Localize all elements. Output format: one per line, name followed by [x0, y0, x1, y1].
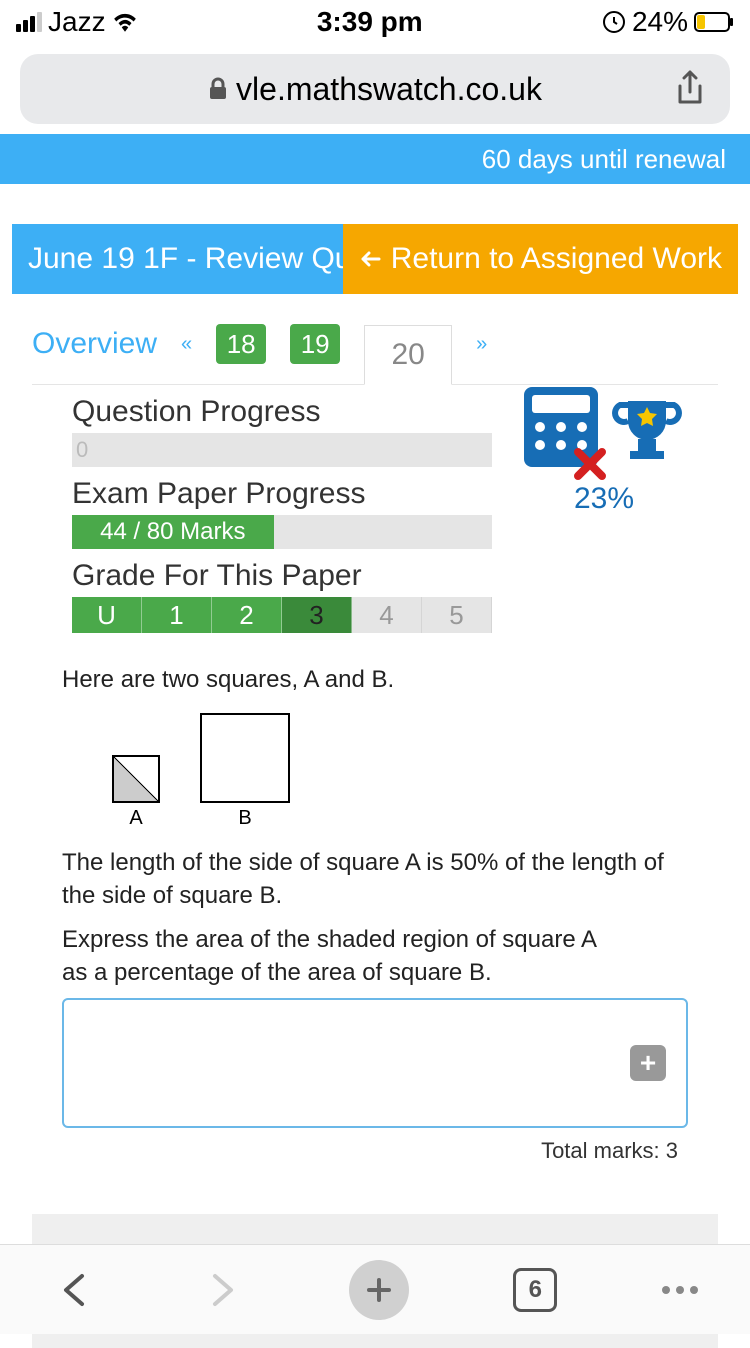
grade-1: 1 — [142, 597, 212, 633]
grade-4: 4 — [352, 597, 422, 633]
back-button[interactable] — [52, 1268, 96, 1312]
question-progress-value: 0 — [76, 437, 88, 463]
tabs-button[interactable]: 6 — [513, 1268, 557, 1312]
share-icon[interactable] — [674, 70, 706, 108]
tab-overview[interactable]: Overview — [32, 327, 157, 381]
battery-pct: 24% — [632, 6, 688, 38]
exam-progress-fill: 44 / 80 Marks — [72, 515, 274, 549]
question-progress-label: Question Progress — [72, 395, 492, 429]
question-progress-bar: 0 — [72, 433, 492, 467]
page-header: June 19 1F - Review Ques Return to Assig… — [12, 224, 738, 294]
renewal-text: 60 days until renewal — [482, 144, 726, 175]
rotation-lock-icon — [602, 10, 626, 34]
wifi-icon — [112, 12, 138, 32]
square-a-label: A — [112, 807, 160, 830]
carrier-label: Jazz — [48, 6, 106, 38]
square-b — [200, 713, 290, 803]
square-a — [112, 755, 160, 803]
forward-button[interactable] — [201, 1268, 245, 1312]
lock-icon — [208, 77, 228, 101]
question-line1: The length of the side of square A is 50… — [62, 846, 688, 913]
grade-u: U — [72, 597, 142, 633]
tabs-next[interactable]: » — [476, 333, 487, 376]
grade-row: U 1 2 3 4 5 — [72, 597, 492, 633]
arrow-left-icon — [359, 247, 383, 271]
grade-label: Grade For This Paper — [72, 559, 492, 593]
x-icon — [572, 446, 608, 482]
return-button[interactable]: Return to Assigned Work — [343, 224, 738, 294]
return-label: Return to Assigned Work — [391, 242, 722, 276]
grade-5: 5 — [422, 597, 492, 633]
question-intro: Here are two squares, A and B. — [62, 663, 688, 697]
battery-icon — [694, 12, 734, 32]
url-bar[interactable]: vle.mathswatch.co.uk — [20, 54, 730, 124]
page-title: June 19 1F - Review Ques — [12, 224, 343, 294]
menu-button[interactable] — [662, 1286, 698, 1294]
answer-input[interactable]: + — [62, 998, 688, 1128]
squares-diagram: A B — [112, 713, 688, 830]
exam-progress-label: Exam Paper Progress — [72, 477, 492, 511]
time-label: 3:39 pm — [317, 6, 423, 38]
url-text: vle.mathswatch.co.uk — [236, 71, 542, 108]
signal-icon — [16, 12, 42, 32]
status-bar: Jazz 3:39 pm 24% — [0, 0, 750, 44]
exam-progress-bar: 44 / 80 Marks — [72, 515, 492, 549]
tab-20-current[interactable]: 20 — [364, 325, 452, 385]
trophy-icon — [608, 391, 686, 469]
new-tab-button[interactable] — [349, 1260, 409, 1320]
renewal-banner: 60 days until renewal — [0, 134, 750, 184]
tab-19[interactable]: 19 — [290, 324, 340, 364]
add-line-button[interactable]: + — [630, 1045, 666, 1081]
tab-18[interactable]: 18 — [216, 324, 266, 364]
tabs-prev[interactable]: « — [181, 333, 192, 376]
total-marks: Total marks: 3 — [62, 1138, 688, 1164]
question-tabs: Overview « 18 19 20 » — [32, 324, 718, 385]
question-line2: Express the area of the shaded region of… — [62, 923, 688, 957]
square-b-label: B — [200, 807, 290, 830]
grade-3: 3 — [282, 597, 352, 633]
trophy-percentage: 23% — [522, 482, 686, 516]
browser-toolbar: 6 — [0, 1244, 750, 1334]
question-line3: as a percentage of the area of square B. — [62, 956, 688, 990]
grade-2: 2 — [212, 597, 282, 633]
